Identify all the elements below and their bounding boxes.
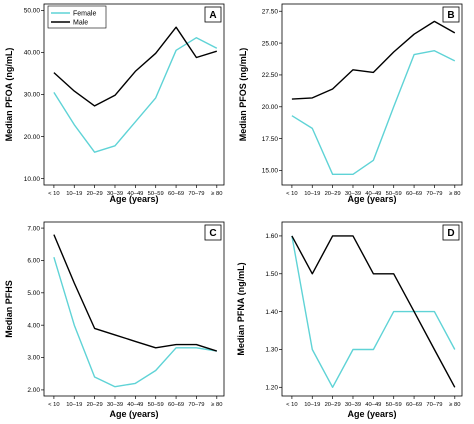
y-tick-label: 20.00 [24, 134, 41, 141]
x-tick-label: ≥ 80 [211, 191, 222, 197]
panel-letter-box [204, 6, 222, 23]
y-tick-label: 1.60 [265, 233, 278, 240]
y-tick-label: 1.40 [265, 309, 278, 316]
panel-letter: B [447, 10, 454, 21]
x-tick-label: ≥ 80 [449, 191, 460, 197]
x-axis-label: Age (years) [109, 194, 158, 204]
x-tick-label: 50–59 [148, 191, 164, 197]
series-line-male [53, 234, 218, 352]
x-tick-label: 70–79 [188, 191, 204, 197]
panel-letter: D [447, 228, 454, 239]
y-tick-label: 4.00 [27, 322, 40, 329]
y-axis-label: Median PFOA (ng/mL) [4, 48, 14, 142]
x-tick-label: 70–79 [426, 402, 442, 408]
y-axis-label: Median PFOS (ng/mL) [238, 48, 248, 142]
x-tick-label: 40–49 [127, 402, 143, 408]
y-tick-label: 1.30 [265, 347, 278, 354]
panel-a: 10.00 20.00 30.00 40.00 50.00 < 10 10–19 20–29 3… [4, 3, 225, 204]
panel-d: 1.20 1.30 1.40 1.50 1.60 < 10 10–19 20–29 30–39 4… [236, 221, 463, 419]
x-axis-label: Age (years) [347, 194, 396, 204]
x-tick-label: 30–39 [107, 191, 123, 197]
plot-frame [281, 221, 463, 397]
x-tick-label: 70–79 [188, 402, 204, 408]
y-tick-label: 1.50 [265, 271, 278, 278]
y-tick-label: 6.00 [27, 258, 40, 265]
series-line-male [291, 20, 456, 100]
x-tick-label: 50–59 [148, 402, 164, 408]
y-tick-label: 17.50 [262, 136, 279, 143]
y-tick-label: 15.00 [262, 168, 279, 175]
x-tick-label: 60–69 [406, 402, 422, 408]
y-axis-label: Median PFHS [4, 280, 14, 338]
x-tick-label: 30–39 [345, 191, 361, 197]
x-tick-label: < 10 [286, 191, 297, 197]
y-tick-label: 30.00 [24, 92, 41, 99]
y-axis-label: Median PFNA (ng/mL) [236, 262, 246, 355]
y-tick-label: 2.00 [27, 387, 40, 394]
y-tick-label: 5.00 [27, 290, 40, 297]
x-tick-label: 60–69 [168, 191, 184, 197]
series-line-female [291, 50, 456, 176]
series-line-female [291, 235, 456, 388]
plot-frame [281, 3, 463, 186]
plot-frame [43, 221, 225, 397]
x-tick-label: 20–29 [87, 402, 103, 408]
panel-letter: C [209, 228, 216, 239]
x-tick-label: 60–69 [406, 191, 422, 197]
x-tick-label: 20–29 [325, 191, 341, 197]
x-tick-label: 10–19 [66, 402, 82, 408]
y-tick-label: 7.00 [27, 225, 40, 232]
y-tick-label: 50.00 [24, 8, 41, 15]
legend: Female Male [47, 5, 107, 29]
x-tick-label: 10–19 [66, 191, 82, 197]
x-tick-label: < 10 [286, 402, 297, 408]
y-tick-label: 1.20 [265, 385, 278, 392]
x-tick-label: 60–69 [168, 402, 184, 408]
x-tick-label: 10–19 [304, 402, 320, 408]
y-tick-label: 20.00 [262, 104, 279, 111]
x-tick-label: 40–49 [365, 402, 381, 408]
x-tick-label: 50–59 [386, 402, 402, 408]
panel-letter-box [442, 224, 460, 241]
legend-label: Male [73, 20, 88, 27]
x-tick-label: 30–39 [107, 402, 123, 408]
x-tick-label: < 10 [48, 191, 59, 197]
panel-letter-box [204, 224, 222, 241]
panel-letter-box [442, 6, 460, 23]
panel-b: 15.00 17.50 20.00 22.50 25.00 27.50 < 10 10–19 2… [238, 3, 463, 204]
y-tick-label: 3.00 [27, 355, 40, 362]
x-tick-label: 50–59 [386, 191, 402, 197]
x-tick-label: 40–49 [127, 191, 143, 197]
panel-c: 2.00 3.00 4.00 5.00 6.00 7.00 < 10 10–19 20–29 30… [4, 221, 225, 419]
plot-frame [43, 3, 225, 186]
y-tick-label: 10.00 [24, 176, 41, 183]
x-tick-label: 20–29 [325, 402, 341, 408]
x-axis-label: Age (years) [347, 409, 396, 419]
x-tick-label: 30–39 [345, 402, 361, 408]
x-axis-label: Age (years) [109, 409, 158, 419]
series-line-female [53, 37, 218, 153]
y-tick-label: 22.50 [262, 72, 279, 79]
x-tick-label: ≥ 80 [211, 402, 222, 408]
x-tick-label: 70–79 [426, 191, 442, 197]
x-tick-label: < 10 [48, 402, 59, 408]
y-tick-label: 27.50 [262, 8, 279, 15]
x-tick-label: 20–29 [87, 191, 103, 197]
series-line-male [291, 235, 456, 388]
x-tick-label: 40–49 [365, 191, 381, 197]
series-line-male [53, 26, 218, 107]
x-tick-label: 10–19 [304, 191, 320, 197]
x-tick-label: ≥ 80 [449, 402, 460, 408]
panel-letter: A [209, 10, 216, 21]
y-tick-label: 40.00 [24, 50, 41, 57]
legend-label: Female [73, 11, 96, 18]
y-tick-label: 25.00 [262, 40, 279, 47]
series-line-female [53, 256, 217, 388]
